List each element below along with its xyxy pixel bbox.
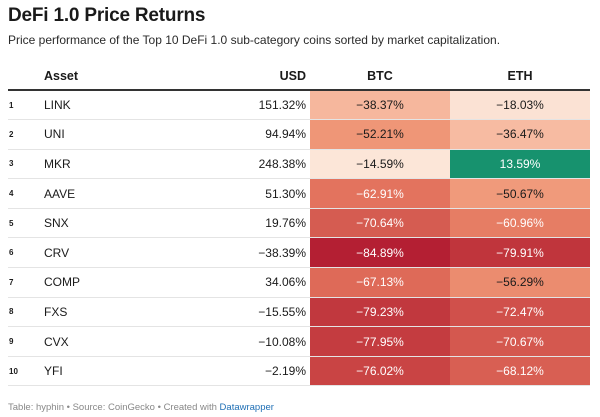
table-row: 7 COMP 34.06% −67.13% −56.29% <box>8 267 590 298</box>
eth-return-cell: 13.59% <box>450 149 590 180</box>
asset-cell: FXS <box>40 297 136 328</box>
price-returns-table: Asset USD BTC ETH 1 LINK 151.32% −38.37% −18… <box>8 62 590 387</box>
asset-cell: SNX <box>40 208 136 239</box>
eth-return-cell: −50.67% <box>450 178 590 209</box>
rank-cell: 5 <box>8 208 40 239</box>
table-row: 10 YFI −2.19% −76.02% −68.12% <box>8 356 590 387</box>
footer-text: Table: hyphin • Source: CoinGecko • Crea… <box>8 402 220 413</box>
eth-return-cell: −56.29% <box>450 267 590 298</box>
table-row: 4 AAVE 51.30% −62.91% −50.67% <box>8 178 590 209</box>
usd-return-cell: 248.38% <box>136 149 310 180</box>
btc-return-cell: −76.02% <box>310 356 450 387</box>
usd-return-cell: 51.30% <box>136 178 310 209</box>
btc-return-cell: −70.64% <box>310 208 450 239</box>
rank-cell: 2 <box>8 119 40 150</box>
asset-cell: COMP <box>40 267 136 298</box>
btc-return-cell: −38.37% <box>310 90 450 121</box>
btc-return-cell: −14.59% <box>310 149 450 180</box>
table-row: 5 SNX 19.76% −70.64% −60.96% <box>8 208 590 239</box>
rank-cell: 10 <box>8 356 40 387</box>
asset-cell: MKR <box>40 149 136 180</box>
usd-return-cell: −38.39% <box>136 237 310 269</box>
asset-cell: CRV <box>40 237 136 269</box>
page-subtitle: Price performance of the Top 10 DeFi 1.0… <box>8 33 501 47</box>
footer-credit: Table: hyphin • Source: CoinGecko • Crea… <box>8 402 274 413</box>
rank-cell: 4 <box>8 178 40 209</box>
asset-cell: UNI <box>40 119 136 150</box>
eth-column-header[interactable]: ETH <box>450 62 590 91</box>
btc-column-header[interactable]: BTC <box>310 62 450 91</box>
rank-cell: 1 <box>8 90 40 121</box>
usd-return-cell: −2.19% <box>136 356 310 387</box>
table-body: 1 LINK 151.32% −38.37% −18.03% 2 UNI 94.94% −52.… <box>8 90 590 387</box>
btc-return-cell: −84.89% <box>310 237 450 269</box>
table-row: 9 CVX −10.08% −77.95% −70.67% <box>8 326 590 357</box>
btc-return-cell: −52.21% <box>310 119 450 150</box>
btc-return-cell: −79.23% <box>310 297 450 328</box>
eth-return-cell: −70.67% <box>450 326 590 357</box>
table-row: 2 UNI 94.94% −52.21% −36.47% <box>8 119 590 150</box>
rank-column-header <box>8 62 40 91</box>
table-row: 3 MKR 248.38% −14.59% 13.59% <box>8 149 590 180</box>
asset-cell: YFI <box>40 356 136 387</box>
asset-column-header[interactable]: Asset <box>40 62 136 91</box>
table-row: 1 LINK 151.32% −38.37% −18.03% <box>8 90 590 121</box>
datawrapper-link[interactable]: Datawrapper <box>219 402 274 413</box>
usd-return-cell: 34.06% <box>136 267 310 298</box>
table-header-row: Asset USD BTC ETH <box>8 62 590 91</box>
rank-cell: 7 <box>8 267 40 298</box>
btc-return-cell: −62.91% <box>310 178 450 209</box>
asset-cell: AAVE <box>40 178 136 209</box>
usd-return-cell: 19.76% <box>136 208 310 239</box>
usd-column-header[interactable]: USD <box>136 62 310 91</box>
usd-return-cell: 151.32% <box>136 90 310 121</box>
page-title: DeFi 1.0 Price Returns <box>8 5 206 26</box>
table-row: 8 FXS −15.55% −79.23% −72.47% <box>8 297 590 328</box>
rank-cell: 3 <box>8 149 40 180</box>
usd-return-cell: −10.08% <box>136 326 310 357</box>
table-row: 6 CRV −38.39% −84.89% −79.91% <box>8 237 590 269</box>
eth-return-cell: −18.03% <box>450 90 590 121</box>
rank-cell: 8 <box>8 297 40 328</box>
usd-return-cell: −15.55% <box>136 297 310 328</box>
btc-return-cell: −67.13% <box>310 267 450 298</box>
rank-cell: 9 <box>8 326 40 357</box>
eth-return-cell: −36.47% <box>450 119 590 150</box>
asset-cell: LINK <box>40 90 136 121</box>
eth-return-cell: −68.12% <box>450 356 590 387</box>
asset-cell: CVX <box>40 326 136 357</box>
usd-return-cell: 94.94% <box>136 119 310 150</box>
eth-return-cell: −72.47% <box>450 297 590 328</box>
eth-return-cell: −79.91% <box>450 237 590 269</box>
eth-return-cell: −60.96% <box>450 208 590 239</box>
rank-cell: 6 <box>8 237 40 269</box>
btc-return-cell: −77.95% <box>310 326 450 357</box>
